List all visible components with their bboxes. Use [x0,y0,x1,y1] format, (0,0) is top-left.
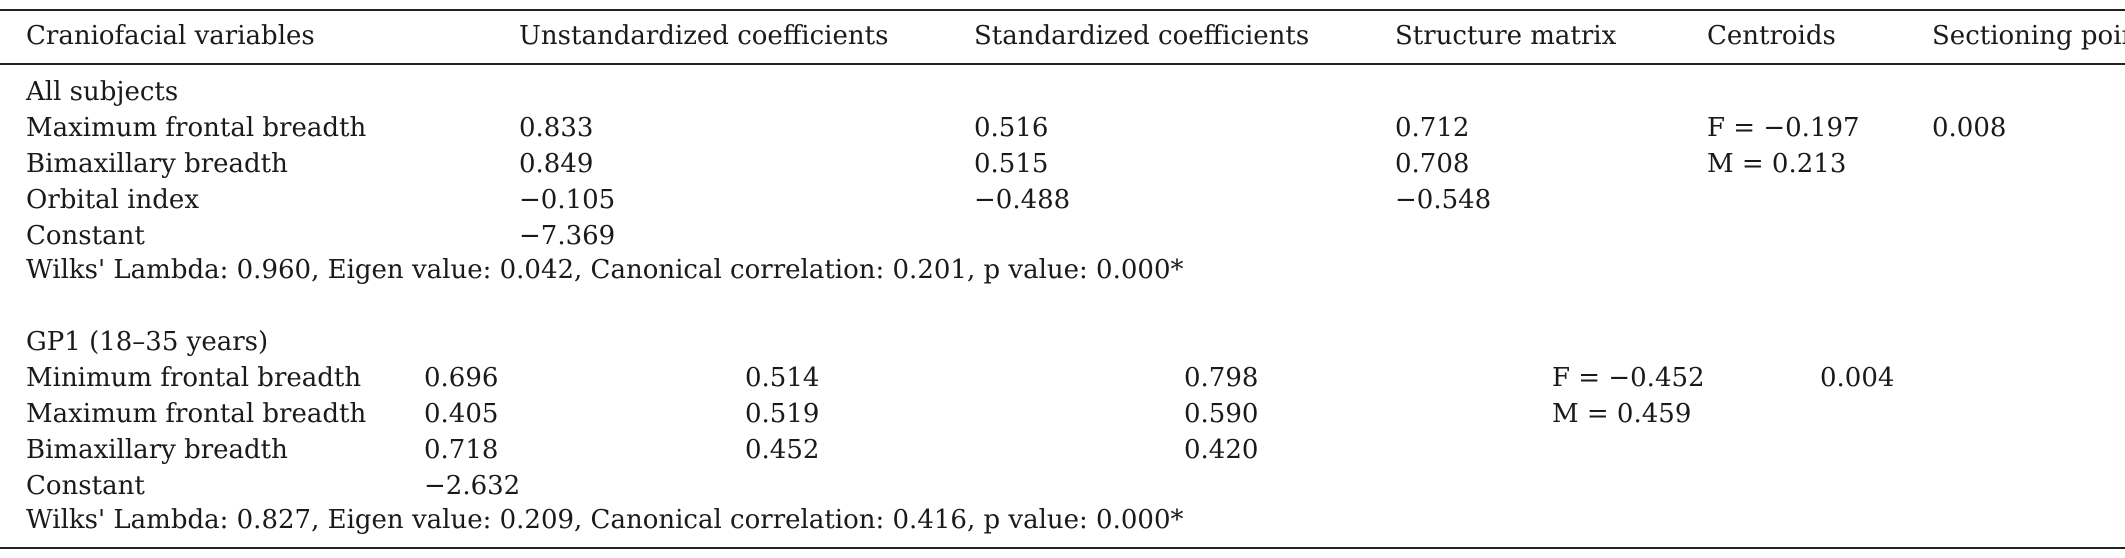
header-unstandardized-coefficients: Unstandardized coefficients [519,21,889,51]
summary-statistics: Wilks' Lambda: 0.960, Eigen value: 0.042… [26,255,1184,285]
cell-structure-matrix: 0.798 [1184,363,1259,393]
row-label: Bimaxillary breadth [26,435,288,465]
group-title-all-subjects: All subjects [26,77,179,107]
row-label: Constant [26,221,145,251]
cell-structure-matrix: 0.712 [1395,113,1470,143]
cell-unstandardized: −0.105 [519,185,616,215]
row-label: Maximum frontal breadth [26,113,367,143]
cell-centroid: M = 0.213 [1707,149,1847,179]
cell-unstandardized: 0.833 [519,113,594,143]
cell-structure-matrix: 0.708 [1395,149,1470,179]
header-craniofacial-variables: Craniofacial variables [26,21,315,51]
cell-standardized: 0.452 [745,435,820,465]
cell-unstandardized: 0.405 [424,399,499,429]
row-label: Maximum frontal breadth [26,399,367,429]
cell-structure-matrix: 0.420 [1184,435,1259,465]
table-header-rule [0,63,2125,65]
header-standardized-coefficients: Standardized coefficients [974,21,1310,51]
cell-standardized: 0.514 [745,363,820,393]
cell-structure-matrix: −0.548 [1395,185,1492,215]
cell-centroid: F = −0.452 [1552,363,1705,393]
header-sectioning-point: Sectioning poir [1932,21,2125,51]
cell-standardized: 0.515 [974,149,1049,179]
row-label: Constant [26,471,145,501]
cell-unstandardized: −7.369 [519,221,616,251]
cell-centroid: M = 0.459 [1552,399,1692,429]
cell-structure-matrix: 0.590 [1184,399,1259,429]
cell-centroid: F = −0.197 [1707,113,1860,143]
cell-unstandardized: 0.849 [519,149,594,179]
table-bottom-rule [0,547,2125,549]
cell-unstandardized: −2.632 [424,471,521,501]
summary-statistics: Wilks' Lambda: 0.827, Eigen value: 0.209… [26,505,1184,535]
cell-standardized: 0.516 [974,113,1049,143]
row-label: Minimum frontal breadth [26,363,362,393]
cell-standardized: 0.519 [745,399,820,429]
table-top-rule [0,9,2125,11]
cell-standardized: −0.488 [974,185,1071,215]
cell-sectioning-point: 0.008 [1932,113,2007,143]
header-centroids: Centroids [1707,21,1836,51]
row-label: Bimaxillary breadth [26,149,288,179]
group-title-gp1: GP1 (18–35 years) [26,327,269,357]
row-label: Orbital index [26,185,199,215]
cell-unstandardized: 0.718 [424,435,499,465]
header-structure-matrix: Structure matrix [1395,21,1617,51]
cell-unstandardized: 0.696 [424,363,499,393]
cell-sectioning-point: 0.004 [1820,363,1895,393]
